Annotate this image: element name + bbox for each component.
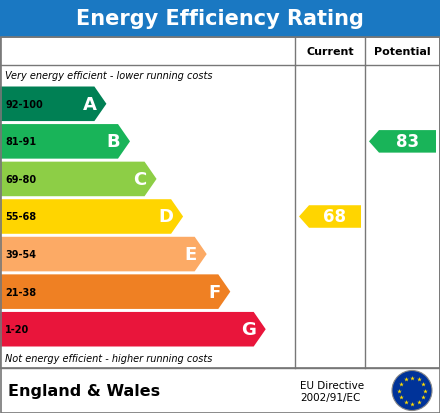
- Text: G: G: [241, 320, 256, 338]
- Text: 2002/91/EC: 2002/91/EC: [300, 392, 360, 403]
- Text: 1-20: 1-20: [5, 325, 29, 335]
- Polygon shape: [0, 200, 183, 234]
- Text: Current: Current: [306, 47, 354, 57]
- Text: 55-68: 55-68: [5, 212, 36, 222]
- Text: 81-91: 81-91: [5, 137, 36, 147]
- Text: 39-54: 39-54: [5, 249, 36, 259]
- Text: A: A: [83, 95, 96, 114]
- Polygon shape: [0, 87, 106, 122]
- Polygon shape: [0, 312, 266, 347]
- Bar: [0, 38, 440, 368]
- Polygon shape: [299, 206, 361, 228]
- Circle shape: [392, 370, 432, 411]
- Polygon shape: [0, 162, 157, 197]
- Text: Potential: Potential: [374, 47, 431, 57]
- Text: 92-100: 92-100: [5, 100, 43, 109]
- Text: C: C: [133, 171, 147, 188]
- Text: 69-80: 69-80: [5, 175, 36, 185]
- Text: F: F: [208, 283, 220, 301]
- Text: 83: 83: [396, 133, 419, 151]
- Polygon shape: [0, 237, 207, 272]
- Polygon shape: [0, 275, 230, 309]
- Text: Not energy efficient - higher running costs: Not energy efficient - higher running co…: [5, 353, 213, 363]
- Text: E: E: [184, 245, 197, 263]
- Polygon shape: [0, 125, 130, 159]
- Text: B: B: [106, 133, 120, 151]
- Text: 21-38: 21-38: [5, 287, 36, 297]
- Text: 68: 68: [323, 208, 347, 226]
- Text: Very energy efficient - lower running costs: Very energy efficient - lower running co…: [5, 71, 213, 81]
- Polygon shape: [369, 131, 436, 153]
- Text: Energy Efficiency Rating: Energy Efficiency Rating: [76, 9, 364, 29]
- Text: D: D: [158, 208, 173, 226]
- Bar: [0, 0, 440, 38]
- Text: England & Wales: England & Wales: [8, 383, 160, 398]
- Text: EU Directive: EU Directive: [300, 380, 364, 391]
